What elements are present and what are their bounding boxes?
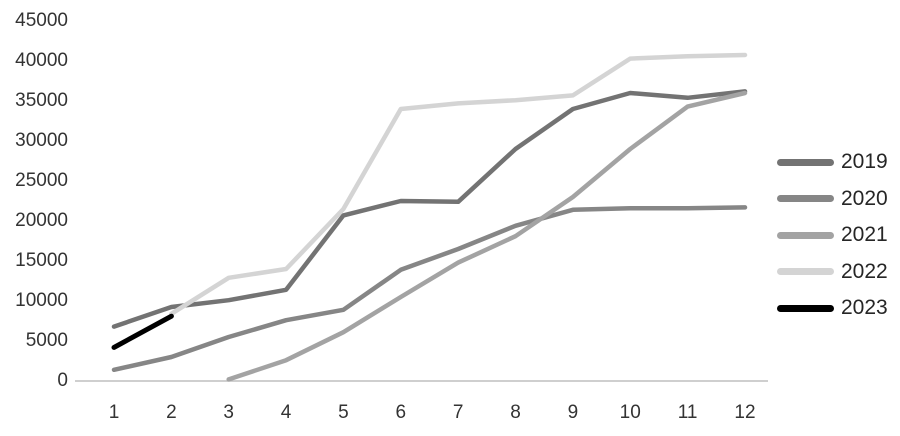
y-axis-tick-label: 40000 xyxy=(15,50,68,71)
legend-label-2022: 2022 xyxy=(841,259,888,283)
x-axis-tick-label: 1 xyxy=(108,402,120,423)
legend: 2019 2020 2021 2022 2023 xyxy=(777,144,888,327)
y-axis-tick-label: 10000 xyxy=(15,290,68,311)
series-line-2022 xyxy=(169,52,748,317)
x-axis-tick-label: 2 xyxy=(166,402,177,423)
x-axis-tick-label: 5 xyxy=(338,402,349,423)
legend-label-2020: 2020 xyxy=(841,186,888,210)
legend-label-2019: 2019 xyxy=(841,150,888,174)
series-line-2019 xyxy=(111,89,748,329)
legend-swatch-2021-icon xyxy=(777,231,834,239)
y-axis-tick-label: 0 xyxy=(57,370,68,391)
legend-label-2021: 2021 xyxy=(841,223,888,247)
x-axis-tick-label: 6 xyxy=(395,402,407,423)
x-axis-tick-label: 4 xyxy=(280,402,292,423)
legend-swatch-2020-icon xyxy=(777,195,834,203)
legend-swatch-2019-icon xyxy=(777,158,834,166)
y-axis-tick-label: 25000 xyxy=(15,170,68,191)
legend-label-2023: 2023 xyxy=(841,296,888,320)
x-axis-tick-label: 12 xyxy=(734,402,756,423)
y-axis-tick-label: 35000 xyxy=(15,90,68,111)
legend-item-2021: 2021 xyxy=(777,217,888,254)
x-axis-tick-label: 8 xyxy=(510,402,521,423)
y-axis-tick-label: 20000 xyxy=(15,210,68,231)
series-line-2023 xyxy=(111,313,174,350)
x-axis-tick-label: 11 xyxy=(677,402,698,423)
legend-item-2022: 2022 xyxy=(777,254,888,291)
legend-swatch-2023-icon xyxy=(777,304,834,312)
legend-item-2019: 2019 xyxy=(777,144,888,181)
x-axis-tick-label: 9 xyxy=(567,402,579,423)
y-axis-tick-label: 15000 xyxy=(15,250,68,271)
legend-swatch-2022-icon xyxy=(777,268,834,276)
x-axis-tick-label: 10 xyxy=(619,402,641,423)
y-axis-tick-label: 5000 xyxy=(25,330,68,351)
y-axis-tick-label: 45000 xyxy=(15,10,68,31)
legend-item-2023: 2023 xyxy=(777,290,888,327)
y-axis-tick-label: 30000 xyxy=(15,130,68,151)
series-line-2020 xyxy=(111,205,748,373)
legend-item-2020: 2020 xyxy=(777,181,888,218)
series-line-2021 xyxy=(226,90,748,382)
x-axis-tick-label: 7 xyxy=(452,402,464,423)
x-axis-tick-label: 3 xyxy=(223,402,234,423)
